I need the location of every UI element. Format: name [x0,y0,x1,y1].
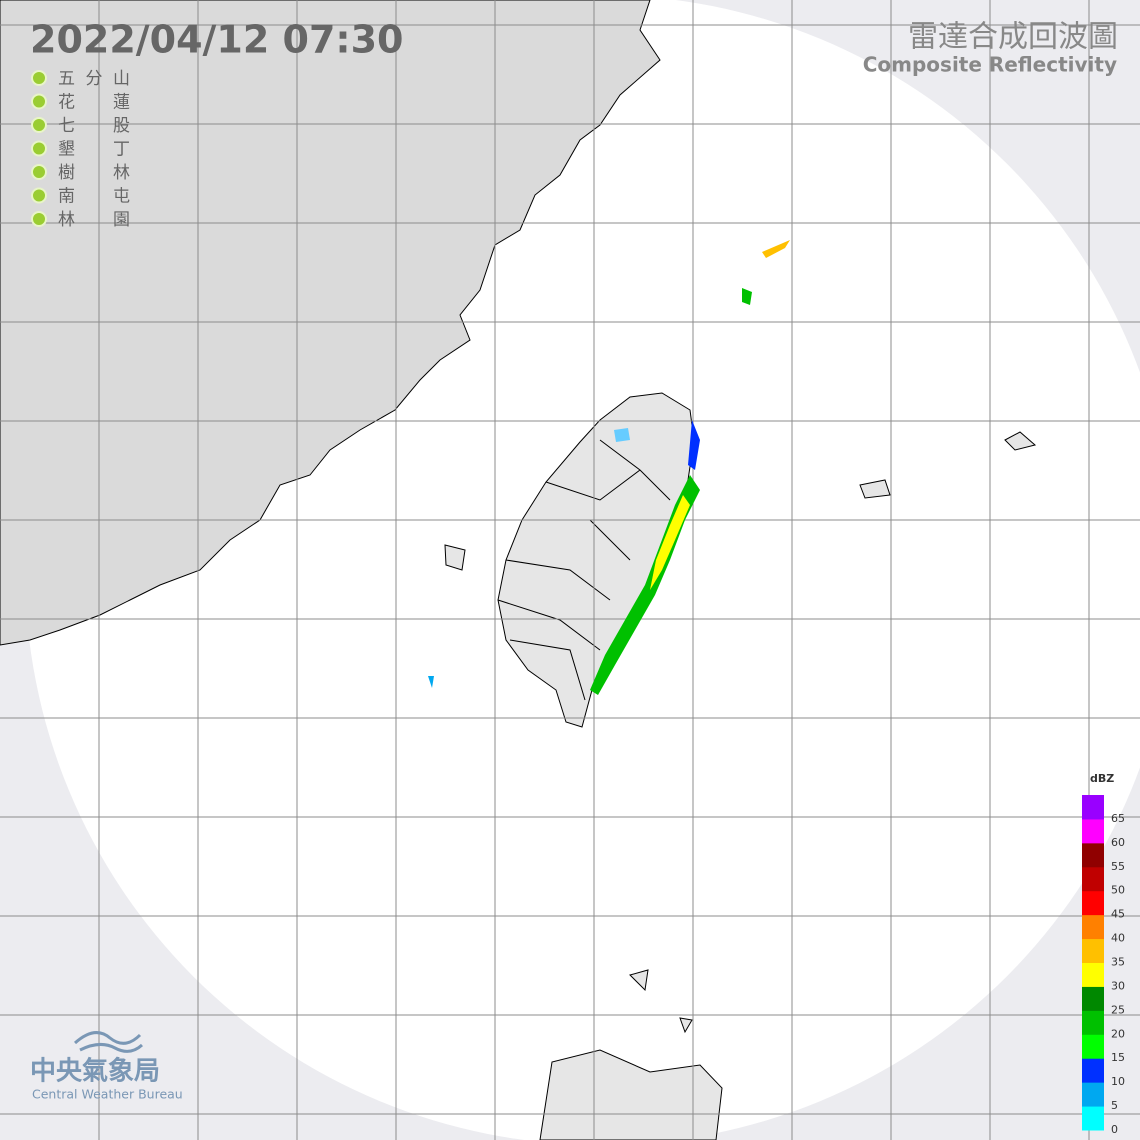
legend-swatch [1082,1010,1104,1035]
legend-tick-label: 15 [1111,1051,1125,1064]
station-dot [31,187,47,204]
legend-swatch [1082,1034,1104,1059]
legend-swatch [1082,986,1104,1011]
legend-tick-label: 50 [1111,884,1125,897]
legend-swatch [1082,842,1104,868]
station-dot [31,140,47,157]
legend-swatch [1082,914,1104,940]
legend-tick-label: 0 [1111,1123,1118,1136]
legend-tick-label: 40 [1111,932,1125,945]
legend-swatch [1082,1106,1104,1131]
station-dot [31,70,47,86]
legend-swatch [1082,866,1104,892]
echoes [428,240,790,695]
station-dot [31,117,47,133]
legend-swatch [1082,1058,1104,1083]
legend-tick-label: 20 [1111,1027,1125,1040]
logo-english: Central Weather Bureau [32,1087,183,1102]
legend-swatch [1082,818,1104,844]
station-dot [31,93,47,110]
legend-swatch [1082,890,1104,916]
station-name: 五分山 [58,69,130,89]
legend-tick-label: 30 [1111,979,1125,992]
legend-tick-label: 65 [1111,812,1125,825]
legend-tick-label: 60 [1111,836,1125,849]
color-legend: dBZ 0 5 10 15 20 25 30 35 40 45 50 55 60 65 [1082,772,1125,1136]
legend-unit: dBZ [1090,772,1114,785]
logo: 中央氣象局 Central Weather Bureau [30,1031,183,1102]
timestamp: 2022/04/12 07:30 [30,18,403,62]
legend-tick-label: 55 [1111,860,1125,873]
legend-swatch [1082,1082,1104,1107]
islands [444,431,1037,1034]
station-dot [31,164,47,180]
luzon [539,1049,723,1140]
legend-tick-label: 35 [1111,956,1125,969]
station-dot [31,211,47,227]
logo-name: 中央氣象局 [30,1056,160,1087]
legend-tick-label: 45 [1111,908,1125,921]
legend-tick-label: 5 [1111,1099,1118,1112]
legend-swatch [1082,962,1104,987]
subtitle: Composite Reflectivity [863,53,1117,77]
legend-tick-label: 10 [1111,1075,1125,1088]
legend-tick-label: 25 [1111,1003,1125,1016]
legend-swatch [1082,938,1104,963]
legend-swatch [1082,795,1104,820]
title: 雷達合成回波圖 [908,20,1118,55]
